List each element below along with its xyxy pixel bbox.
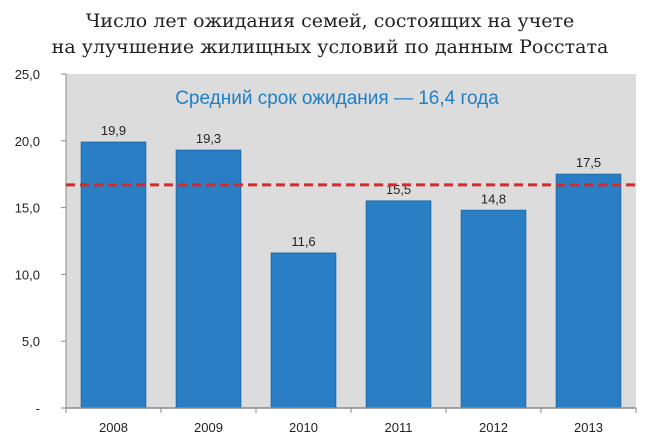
chart-title: Число лет ожидания семей, состоящих на у… — [0, 8, 660, 60]
average-annotation: Средний срок ожидания — 16,4 года — [175, 88, 499, 109]
x-tick-label: 2013 — [574, 420, 603, 435]
plot-area — [66, 74, 636, 408]
x-tick-label: 2009 — [194, 420, 223, 435]
bar — [460, 209, 527, 409]
bar-value-label: 19,3 — [196, 131, 221, 146]
bars: 19,919,311,615,514,817,5 — [80, 123, 622, 409]
x-tick-label: 2012 — [479, 420, 508, 435]
bar — [365, 200, 432, 409]
y-tick-label: 25,0 — [15, 67, 40, 82]
bar — [175, 149, 242, 409]
y-tick-label: - — [36, 401, 40, 416]
y-axis: - 5,0 10,0 15,0 20,0 25,0 — [15, 67, 67, 416]
chart-title-line-1: Число лет ожидания семей, состоящих на у… — [85, 10, 575, 32]
x-tick-label: 2011 — [385, 420, 413, 435]
bar-value-label: 14,8 — [481, 191, 506, 206]
bar-value-label: 11,6 — [291, 234, 315, 249]
y-tick-label: 5,0 — [22, 334, 40, 349]
x-tick-label: 2010 — [289, 420, 318, 435]
y-tick-label: 10,0 — [15, 267, 40, 282]
bar — [555, 173, 622, 409]
chart-title-line-2: на улучшение жилищных условий по данным … — [51, 36, 609, 58]
bar-value-label: 17,5 — [576, 155, 601, 170]
y-tick-label: 15,0 — [15, 201, 40, 216]
x-tick-label: 2008 — [99, 420, 128, 435]
bar — [270, 252, 337, 409]
bar — [80, 141, 147, 409]
x-axis: 2008 2009 2010 2011 2012 2013 — [65, 407, 637, 435]
bar-value-label: 19,9 — [101, 123, 126, 138]
y-tick-label: 20,0 — [15, 134, 40, 149]
